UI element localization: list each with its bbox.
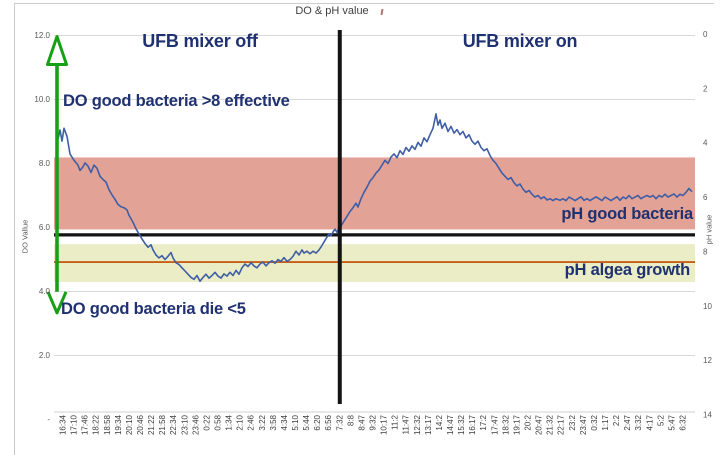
x-axis-tick: 23:2 — [568, 414, 577, 430]
annotation-ufb-mixer-off: UFB mixer off — [142, 31, 258, 51]
arrow-up-icon — [46, 35, 68, 66]
x-axis-tick: 22:17 — [557, 414, 566, 435]
x-axis-tick: 2:10 — [236, 414, 245, 430]
right-axis-tick: 0 — [703, 30, 708, 39]
left-axis-tick: 2.0 — [39, 351, 51, 360]
x-axis-tick: 18:58 — [103, 414, 112, 435]
left-axis-tick: 8.0 — [39, 159, 51, 168]
x-axis-tick: 17:2 — [479, 414, 488, 430]
x-axis-tick: 8:8 — [346, 414, 355, 426]
x-axis-tick: 17:10 — [70, 414, 79, 435]
annotation-ph-algea-growth: pH algea growth — [564, 261, 691, 279]
x-axis-tick: 0:58 — [213, 414, 222, 430]
x-axis-tick: 16:34 — [59, 414, 68, 435]
right-axis-tick: 4 — [703, 139, 708, 148]
frame-top-edge — [14, 3, 714, 4]
x-axis-tick: 20:47 — [535, 414, 544, 435]
x-axis-tick: 3:22 — [258, 414, 267, 430]
x-axis-tick: 11:2 — [391, 414, 400, 430]
left-axis-tick: 12.0 — [34, 31, 50, 40]
x-axis-tick: 1:34 — [225, 414, 234, 430]
right-axis-tick: 2 — [703, 84, 708, 93]
annotation-do-die: DO good bacteria die <5 — [61, 300, 246, 318]
x-axis-tick: 9:32 — [368, 414, 377, 430]
x-axis-tick: 15:32 — [457, 414, 466, 435]
x-axis-tick: 3:58 — [269, 414, 278, 430]
x-axis-tick: 23:47 — [579, 414, 588, 435]
x-axis-tick: 19:34 — [114, 414, 123, 435]
x-axis-tick: 16:17 — [468, 414, 477, 435]
right-axis-tick: 6 — [703, 193, 708, 202]
x-axis-tick: 17:47 — [490, 414, 499, 435]
frame-left-edge — [14, 3, 15, 455]
x-axis-tick: 20:2 — [523, 414, 532, 430]
ph-algea-growth-band — [54, 244, 695, 282]
right-axis-tick: 12 — [703, 356, 712, 365]
series-do-line — [57, 113, 693, 283]
x-axis-tick: 5:10 — [291, 414, 300, 430]
x-axis-tick: 17:46 — [81, 414, 90, 435]
left-axis-tick: 10.0 — [34, 95, 50, 104]
x-axis-tick: 13:17 — [424, 414, 433, 435]
x-axis-tick: 12:32 — [413, 414, 422, 435]
x-axis-tick: 14:47 — [446, 414, 455, 435]
x-axis-tick: 5:44 — [302, 414, 311, 430]
annotation-do-effective: DO good bacteria >8 effective — [63, 92, 290, 110]
x-axis-tick: 6:20 — [313, 414, 322, 430]
x-axis-tick: 3:32 — [634, 414, 643, 430]
x-axis-tick: 7:32 — [335, 414, 344, 430]
right-axis-tick: 10 — [703, 302, 712, 311]
annotation-ph-good-bacteria: pH good bacteria — [561, 205, 693, 223]
x-axis-tick: 5:47 — [667, 414, 676, 430]
left-axis-tick: 6.0 — [39, 223, 51, 232]
x-axis-tick: 21:58 — [158, 414, 167, 435]
x-axis-tick: 4:34 — [280, 414, 289, 430]
x-axis-tick: 6:56 — [324, 414, 333, 430]
left-axis-tick: 4.0 — [39, 287, 51, 296]
x-axis-tick: 18:22 — [92, 414, 101, 435]
left-axis-tick: - — [47, 415, 50, 424]
x-axis-tick: 2:2 — [612, 414, 621, 426]
x-axis-tick: 0:32 — [590, 414, 599, 430]
x-axis-tick: 2:46 — [247, 414, 256, 430]
x-axis-tick: 18:32 — [501, 414, 510, 435]
right-axis-tick: 8 — [703, 247, 708, 256]
x-axis-tick: 21:22 — [147, 414, 156, 435]
x-axis-tick: 0:22 — [202, 414, 211, 430]
x-axis-tick: 8:47 — [357, 414, 366, 430]
x-axis-tick: 14:2 — [435, 414, 444, 430]
right-axis-tick: 14 — [703, 411, 712, 420]
x-axis-tick: 5:2 — [656, 414, 665, 426]
chart-title: DO & pH value — [295, 5, 369, 17]
x-axis-tick: 10:17 — [380, 414, 389, 435]
x-axis-tick: 6:32 — [678, 414, 687, 430]
arrow-down-icon — [46, 291, 68, 315]
x-axis-tick: 4:17 — [645, 414, 654, 430]
x-axis-tick: 21:32 — [546, 414, 555, 435]
x-axis-tick: 2:47 — [623, 414, 632, 430]
x-axis-tick: 23:46 — [191, 414, 200, 435]
right-axis-title: pH value — [704, 214, 714, 245]
x-axis-tick: 23:10 — [180, 414, 189, 435]
ph-good-bacteria-band — [54, 157, 695, 230]
x-axis-tick: 22:34 — [169, 414, 178, 435]
x-axis-tick: 19:17 — [512, 414, 521, 435]
left-axis-title: DO Vallue — [20, 219, 30, 254]
x-axis-tick: 11:47 — [402, 414, 411, 434]
annotation-ufb-mixer-on: UFB mixer on — [462, 31, 578, 51]
x-axis-tick: 1:17 — [601, 414, 610, 430]
x-axis-tick: 20:10 — [125, 414, 134, 435]
x-axis-tick: 20:46 — [136, 414, 145, 435]
